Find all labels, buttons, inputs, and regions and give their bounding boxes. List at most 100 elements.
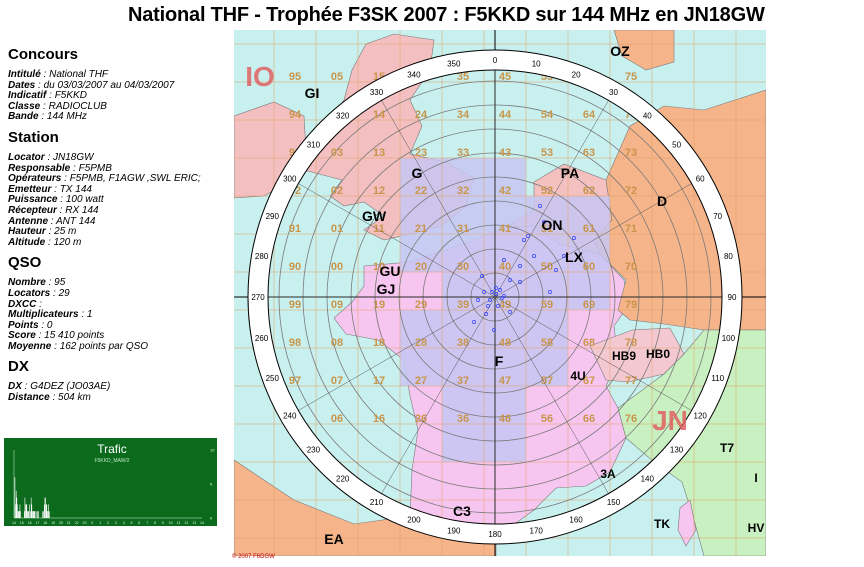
worked-square xyxy=(400,158,442,196)
bearing-label: 230 xyxy=(307,445,321,454)
station-row: Responsable : F5PMB xyxy=(8,162,230,175)
bearing-label: 290 xyxy=(266,212,280,221)
station-list: Locator : JN18GW Responsable : F5PMB Opéra… xyxy=(8,151,230,249)
qso-point xyxy=(542,220,546,224)
bearing-label: 320 xyxy=(336,111,350,120)
bearing-label: 190 xyxy=(447,526,461,535)
worked-square xyxy=(400,348,442,386)
qso-row-sep: : xyxy=(35,330,45,342)
grid-number: 02 xyxy=(331,185,343,197)
qso-point xyxy=(518,280,522,284)
qso-row-sep: : xyxy=(78,309,87,321)
grid-number: 30 xyxy=(457,261,469,273)
trafic-bar xyxy=(37,511,38,518)
worked-square xyxy=(442,424,484,462)
country-label: 3A xyxy=(600,467,616,481)
country-label: C3 xyxy=(453,503,471,519)
grid-number: 53 xyxy=(541,147,553,159)
grid-number: 63 xyxy=(583,147,595,159)
trafic-chart-svg: Trafic F5KKD_MAW/2 14 15 16 17 18 19 20 21 22 23 0… xyxy=(12,442,215,525)
bearing-label: 40 xyxy=(643,111,652,120)
grid-number: 59 xyxy=(541,299,553,311)
compass-inner-edge xyxy=(267,69,723,525)
qso-row: Locators : 29 xyxy=(8,287,230,300)
qso-row-sep: : xyxy=(51,340,60,352)
trafic-bar xyxy=(33,511,34,518)
qso-row-key: Moyenne xyxy=(8,340,52,352)
qso-row-key: Nombre xyxy=(8,277,46,289)
trafic-ytick: 10 xyxy=(210,448,215,453)
concours-heading: Concours xyxy=(8,46,79,63)
country-label: HB0 xyxy=(646,347,670,361)
grid-number: 75 xyxy=(625,71,637,83)
trafic-hour-label: 5 xyxy=(131,521,133,525)
grid-number: 29 xyxy=(415,299,427,311)
qso-point xyxy=(486,304,490,308)
grid-number: 26 xyxy=(415,413,427,425)
qso-map[interactable]: 95 05 15 25 35 45 55 65 75 94 04 14 24 34 44 54 64 74 93 03… xyxy=(234,30,766,556)
worked-square xyxy=(400,310,442,348)
grid-number: 62 xyxy=(583,185,595,197)
bearing-label: 200 xyxy=(407,516,421,525)
grid-number: 52 xyxy=(541,185,553,197)
concours-row-value: RADIOCLUB xyxy=(48,100,107,112)
trafic-hour-label: 2 xyxy=(107,521,109,525)
trafic-bar xyxy=(24,497,26,518)
qso-point xyxy=(496,304,500,308)
station-row-value: JN18GW xyxy=(53,151,94,163)
copyright-footer: © 2007 F6DGW xyxy=(232,554,275,560)
qso-point xyxy=(502,294,506,298)
qso-row: Nombre : 95 xyxy=(8,278,230,289)
worked-square xyxy=(526,310,568,348)
bearing-label: 100 xyxy=(722,334,736,343)
qso-row: Score : 15 410 points xyxy=(8,330,230,342)
trafic-bar xyxy=(30,497,32,518)
grid-number: 51 xyxy=(541,223,553,235)
qso-row-value: 15 410 points xyxy=(44,330,105,342)
grid-number: 41 xyxy=(499,223,511,235)
dx-row-sep: : xyxy=(21,381,31,393)
trafic-hour-label: 14 xyxy=(12,521,16,525)
station-row: Altitude : 120 m xyxy=(8,237,230,249)
trafic-bar xyxy=(32,511,34,518)
station-row-key: Responsable xyxy=(8,162,71,174)
trafic-hour-label: 21 xyxy=(67,521,71,525)
qso-point xyxy=(492,328,496,332)
qso-point xyxy=(502,258,506,262)
qso-row-sep: : xyxy=(45,277,55,289)
qso-row-key: DXCC xyxy=(8,298,37,310)
country-label: I xyxy=(754,471,757,485)
trafic-bar xyxy=(25,504,27,518)
qso-point xyxy=(484,312,488,316)
qso-point xyxy=(472,320,476,324)
qso-row-value: 29 xyxy=(58,287,70,299)
grid-number: 67 xyxy=(583,375,595,387)
station-row-key: Récepteur xyxy=(8,204,57,216)
station-row-value: 100 watt xyxy=(65,194,104,206)
trafic-bar xyxy=(34,511,36,518)
trafic-hour-label: 4 xyxy=(123,521,125,525)
trafic-bar xyxy=(46,504,48,518)
worked-square xyxy=(484,424,526,462)
grid-number: 23 xyxy=(415,147,427,159)
grid-number: 76 xyxy=(625,413,637,425)
grid-number: 08 xyxy=(331,337,343,349)
bearing-label: 280 xyxy=(255,252,269,261)
country-label: D xyxy=(657,193,667,209)
station-row-key: Hauteur xyxy=(8,226,46,238)
qso-point xyxy=(480,274,484,278)
grid-number: 44 xyxy=(499,109,512,121)
trafic-bar xyxy=(30,511,31,518)
qso-point xyxy=(538,204,542,208)
grid-number: 78 xyxy=(625,337,637,349)
trafic-bar xyxy=(35,511,37,518)
grid-number: 71 xyxy=(625,223,637,235)
grid-number: 06 xyxy=(331,413,343,425)
trafic-hour-label: 9 xyxy=(162,521,164,525)
country-label: G xyxy=(412,165,423,181)
grid-number: 24 xyxy=(415,109,428,121)
trafic-hour-label: 6 xyxy=(138,521,140,525)
grid-number: 43 xyxy=(499,147,511,159)
trafic-bar xyxy=(33,511,35,518)
